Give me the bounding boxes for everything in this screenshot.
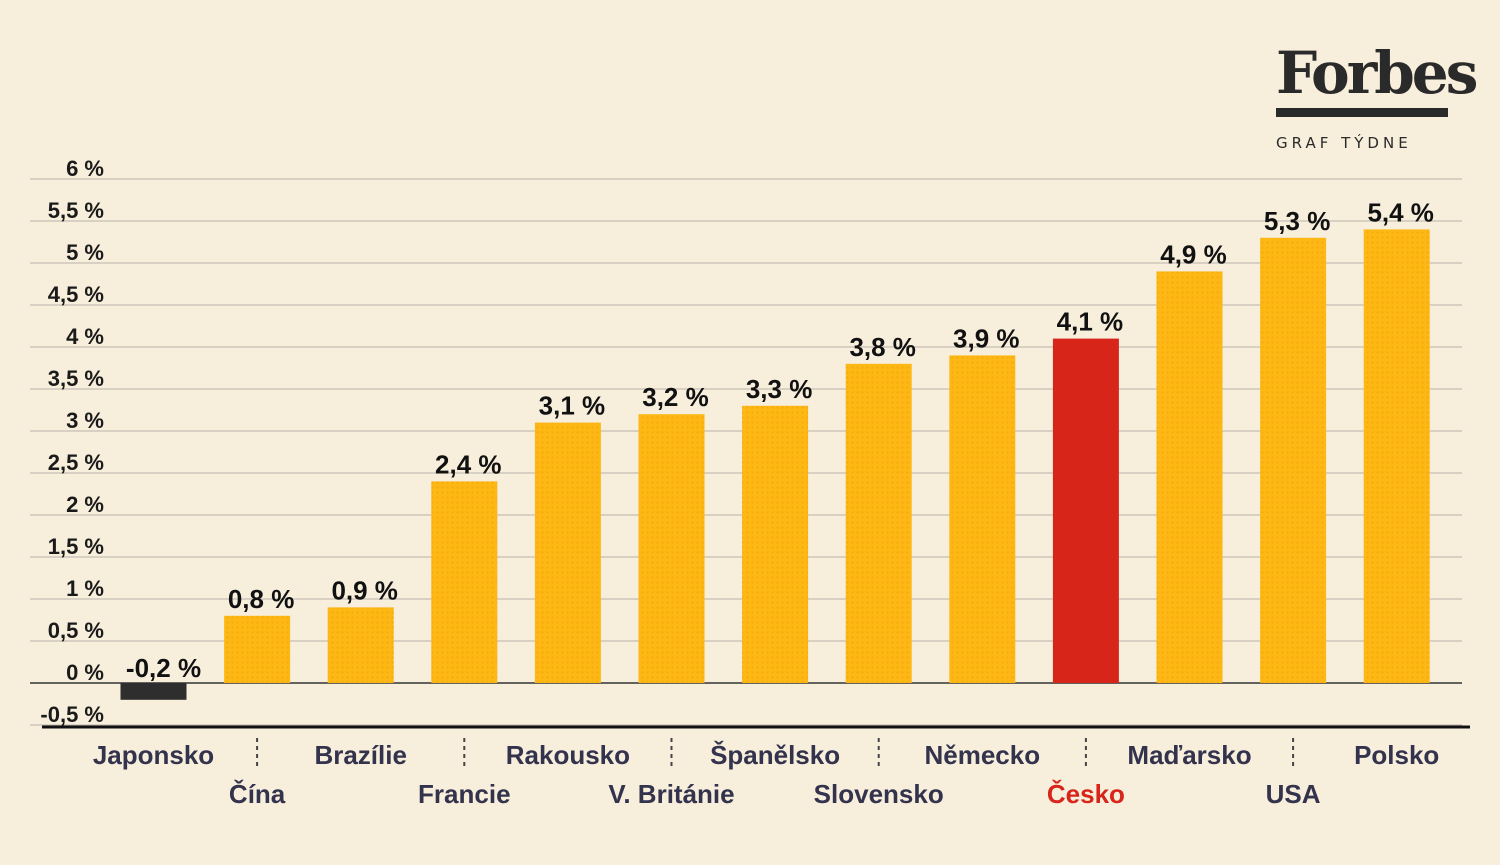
bar-value-label: 4,1 %	[1057, 307, 1124, 337]
category-label: Japonsko	[93, 740, 214, 770]
y-tick-label: 0 %	[66, 660, 104, 685]
bar-value-label: 5,3 %	[1264, 206, 1331, 236]
category-label: Čína	[229, 779, 286, 809]
y-tick-label: 6 %	[66, 156, 104, 181]
bar-value-label: 3,8 %	[849, 332, 916, 362]
bar	[638, 414, 705, 683]
brand-block: Forbes GRAF TÝDNE	[1276, 39, 1478, 152]
bar	[1156, 271, 1223, 683]
bar-value-label: 5,4 %	[1367, 197, 1434, 227]
y-tick-label: 3 %	[66, 408, 104, 433]
bar	[224, 615, 291, 683]
bar-value-label: -0,2 %	[126, 653, 201, 683]
forbes-logo: Forbes	[1276, 39, 1478, 107]
bar	[1363, 229, 1430, 683]
chart-of-the-week-caption: GRAF TÝDNE	[1276, 134, 1412, 152]
logo-underline	[1276, 108, 1448, 117]
bar-value-label: 3,9 %	[953, 323, 1020, 353]
bar	[327, 607, 394, 683]
bar	[1052, 338, 1119, 683]
category-label: Německo	[924, 740, 1040, 770]
bar	[1260, 237, 1327, 684]
category-label: Rakousko	[506, 740, 630, 770]
category-label: Brazílie	[314, 740, 407, 770]
category-label: Česko	[1047, 779, 1125, 809]
category-label: Maďarsko	[1127, 740, 1251, 770]
y-tick-label: 1,5 %	[48, 534, 104, 559]
bar-value-label: 2,4 %	[435, 449, 502, 479]
y-tick-label: 5 %	[66, 240, 104, 265]
category-label: V. Británie	[608, 779, 734, 809]
bar-value-label: 4,9 %	[1160, 239, 1227, 269]
bar	[845, 363, 912, 683]
bar-value-label: 0,9 %	[331, 575, 398, 605]
bar	[742, 405, 809, 683]
bar-value-label: 3,3 %	[746, 374, 813, 404]
y-tick-label: 4 %	[66, 324, 104, 349]
bar	[120, 683, 187, 700]
y-tick-label: -0,5 %	[40, 702, 104, 727]
y-tick-label: 1 %	[66, 576, 104, 601]
y-tick-label: 3,5 %	[48, 366, 104, 391]
category-label: Polsko	[1354, 740, 1439, 770]
category-label: USA	[1266, 779, 1321, 809]
y-tick-label: 2 %	[66, 492, 104, 517]
category-label: Francie	[418, 779, 511, 809]
bar-value-label: 0,8 %	[228, 584, 295, 614]
category-label: Španělsko	[710, 740, 840, 770]
category-label: Slovensko	[814, 779, 944, 809]
bar	[534, 422, 601, 683]
y-tick-label: 2,5 %	[48, 450, 104, 475]
bar	[949, 355, 1016, 683]
bar-value-label: 3,1 %	[539, 391, 606, 421]
y-tick-label: 0,5 %	[48, 618, 104, 643]
bar-value-label: 3,2 %	[642, 382, 709, 412]
y-tick-label: 5,5 %	[48, 198, 104, 223]
bar	[431, 481, 498, 683]
y-tick-label: 4,5 %	[48, 282, 104, 307]
